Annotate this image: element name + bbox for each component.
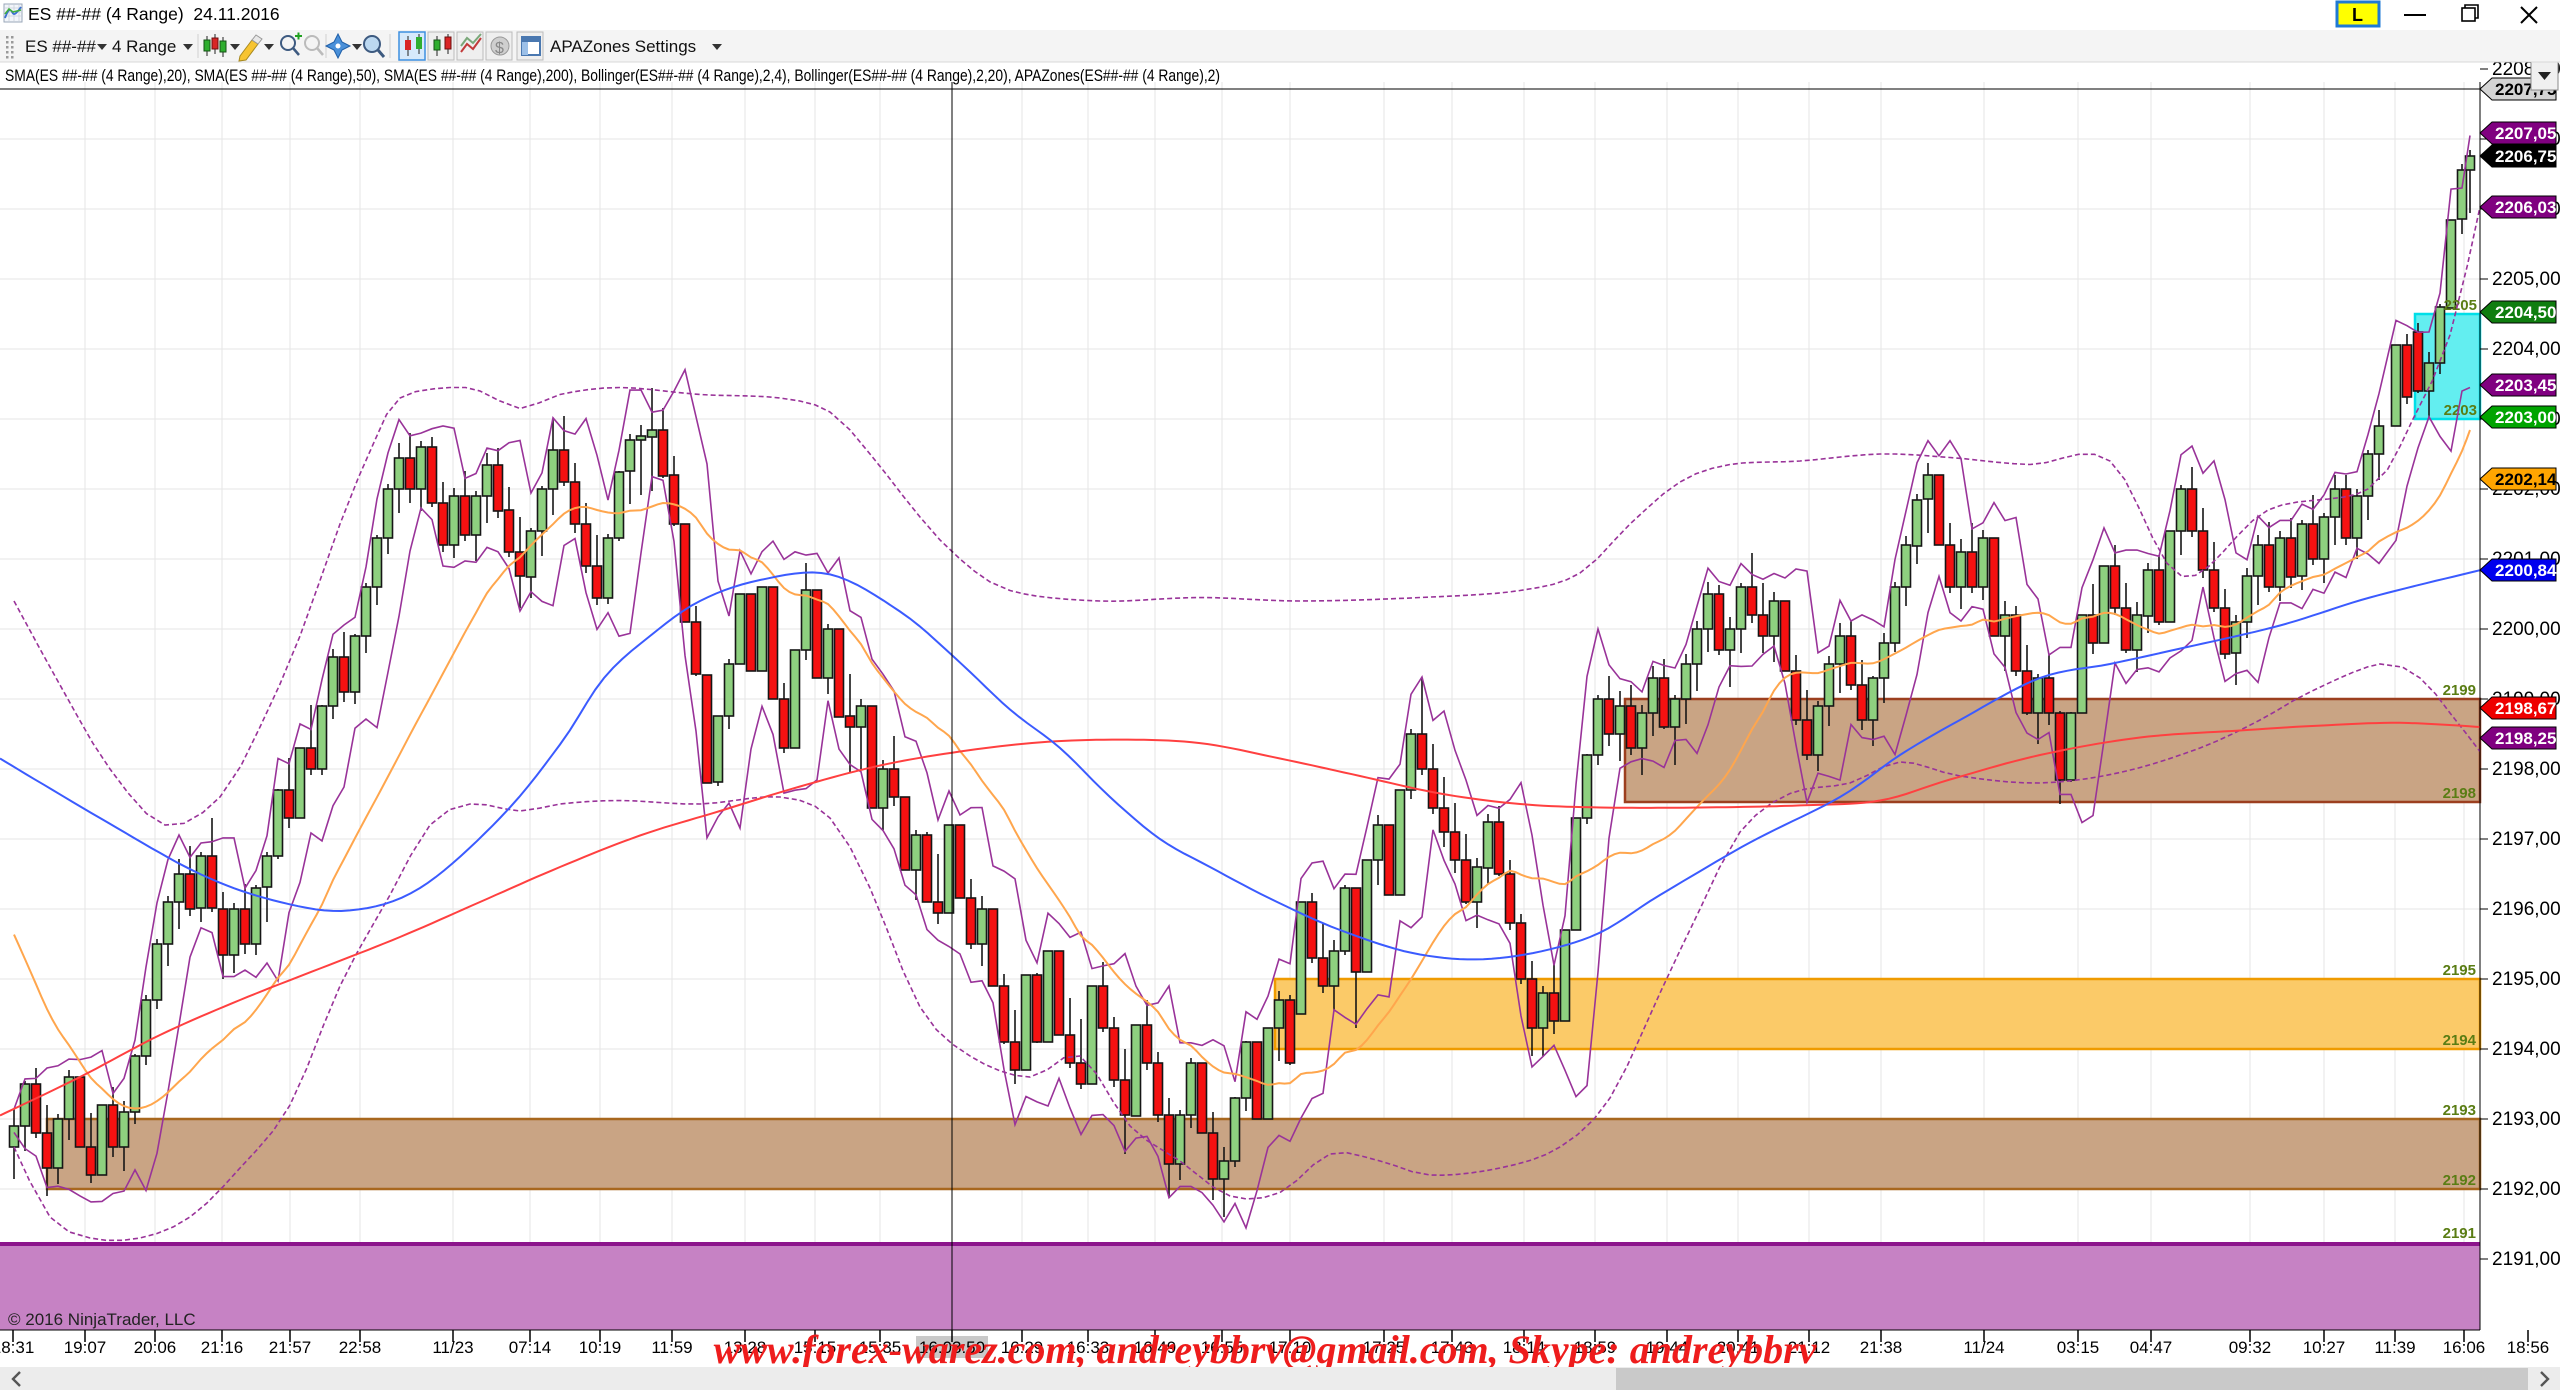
svg-text:2205,00: 2205,00: [2492, 269, 2560, 290]
svg-text:2205: 2205: [2444, 297, 2477, 314]
svg-text:07:14: 07:14: [509, 1338, 552, 1357]
svg-text:16:33: 16:33: [1067, 1338, 1110, 1357]
svg-text:16:55: 16:55: [1201, 1338, 1244, 1357]
svg-text:17:43: 17:43: [1431, 1338, 1474, 1357]
svg-text:2198: 2198: [2443, 785, 2476, 802]
svg-text:2191: 2191: [2443, 1225, 2476, 1242]
svg-text:2193,00: 2193,00: [2492, 1109, 2560, 1130]
svg-text:ES ##-##: ES ##-##: [25, 37, 96, 56]
svg-text:15:15: 15:15: [794, 1338, 837, 1357]
svg-text:09:32: 09:32: [2229, 1338, 2272, 1357]
svg-text:2193: 2193: [2443, 1102, 2476, 1119]
svg-text:13:28: 13:28: [724, 1338, 767, 1357]
svg-text:2191,00: 2191,00: [2492, 1249, 2560, 1270]
svg-text:16:29: 16:29: [1001, 1338, 1044, 1357]
svg-text:11:59: 11:59: [651, 1338, 692, 1357]
svg-text:www.forex-warez.com, andreybbr: www.forex-warez.com, andreybbrv@gmail.co…: [714, 1327, 1818, 1372]
svg-text:10:19: 10:19: [579, 1338, 622, 1357]
svg-text:2198,00: 2198,00: [2492, 759, 2560, 780]
svg-text:11/24: 11/24: [1963, 1338, 2004, 1357]
svg-text:21:57: 21:57: [269, 1338, 312, 1357]
svg-text:21:16: 21:16: [201, 1338, 244, 1357]
svg-text:10:27: 10:27: [2303, 1338, 2346, 1357]
svg-text:2204,50: 2204,50: [2495, 303, 2556, 322]
svg-text:2195: 2195: [2443, 962, 2476, 979]
svg-text:20:06: 20:06: [134, 1338, 177, 1357]
svg-text:2200,84: 2200,84: [2495, 561, 2557, 580]
svg-text:2206,75: 2206,75: [2495, 147, 2556, 166]
svg-text:16:06: 16:06: [2443, 1338, 2486, 1357]
svg-text:16:03:50: 16:03:50: [919, 1338, 985, 1357]
svg-text:2192: 2192: [2443, 1172, 2476, 1189]
svg-text:17:10: 17:10: [1269, 1338, 1312, 1357]
svg-text:L: L: [2352, 5, 2363, 25]
svg-text:2203,45: 2203,45: [2495, 376, 2556, 395]
svg-text:2203: 2203: [2444, 402, 2477, 419]
svg-text:ES ##-## (4 Range) 24.11.2016: ES ##-## (4 Range) 24.11.2016: [28, 4, 280, 24]
svg-text:2203,00: 2203,00: [2495, 408, 2556, 427]
svg-text:2206,03: 2206,03: [2495, 198, 2556, 217]
svg-text:04:47: 04:47: [2130, 1338, 2173, 1357]
svg-text:18:31: 18:31: [0, 1338, 34, 1357]
svg-text:$: $: [495, 40, 504, 57]
svg-text:2200,00: 2200,00: [2492, 619, 2560, 640]
svg-text:03:15: 03:15: [2057, 1338, 2100, 1357]
svg-text:© 2016 NinjaTrader, LLC: © 2016 NinjaTrader, LLC: [8, 1310, 196, 1329]
svg-text:22:58: 22:58: [339, 1338, 382, 1357]
svg-text:2204,00: 2204,00: [2492, 339, 2560, 360]
svg-text:APAZones Settings: APAZones Settings: [550, 37, 696, 56]
svg-text:18:56: 18:56: [2507, 1338, 2550, 1357]
svg-text:2198,25: 2198,25: [2495, 729, 2556, 748]
svg-text:2195,00: 2195,00: [2492, 969, 2560, 990]
svg-text:SMA(ES ##-## (4 Range),20), SM: SMA(ES ##-## (4 Range),20), SMA(ES ##-##…: [5, 66, 1220, 85]
svg-text:21:12: 21:12: [1788, 1338, 1831, 1357]
svg-text:20:41: 20:41: [1717, 1338, 1760, 1357]
svg-text:2197,00: 2197,00: [2492, 829, 2560, 850]
svg-text:11/23: 11/23: [432, 1338, 473, 1357]
svg-text:21:38: 21:38: [1860, 1338, 1903, 1357]
svg-text:2194: 2194: [2443, 1032, 2477, 1049]
svg-text:4 Range: 4 Range: [112, 37, 176, 56]
svg-text:2196,00: 2196,00: [2492, 899, 2560, 920]
svg-text:17:25: 17:25: [1363, 1338, 1406, 1357]
svg-text:19:44: 19:44: [1646, 1338, 1689, 1357]
svg-text:2194,00: 2194,00: [2492, 1039, 2560, 1060]
svg-text:2199: 2199: [2443, 682, 2476, 699]
svg-text:18:14: 18:14: [1503, 1338, 1546, 1357]
svg-text:18:59: 18:59: [1574, 1338, 1617, 1357]
svg-text:2202,14: 2202,14: [2495, 470, 2557, 489]
svg-text:11:39: 11:39: [2374, 1338, 2415, 1357]
svg-text:15:35: 15:35: [859, 1338, 902, 1357]
svg-text:19:07: 19:07: [64, 1338, 107, 1357]
svg-text:16:49: 16:49: [1134, 1338, 1177, 1357]
svg-text:2198,67: 2198,67: [2495, 699, 2556, 718]
svg-text:2192,00: 2192,00: [2492, 1179, 2560, 1200]
svg-text:2207,05: 2207,05: [2495, 124, 2556, 143]
